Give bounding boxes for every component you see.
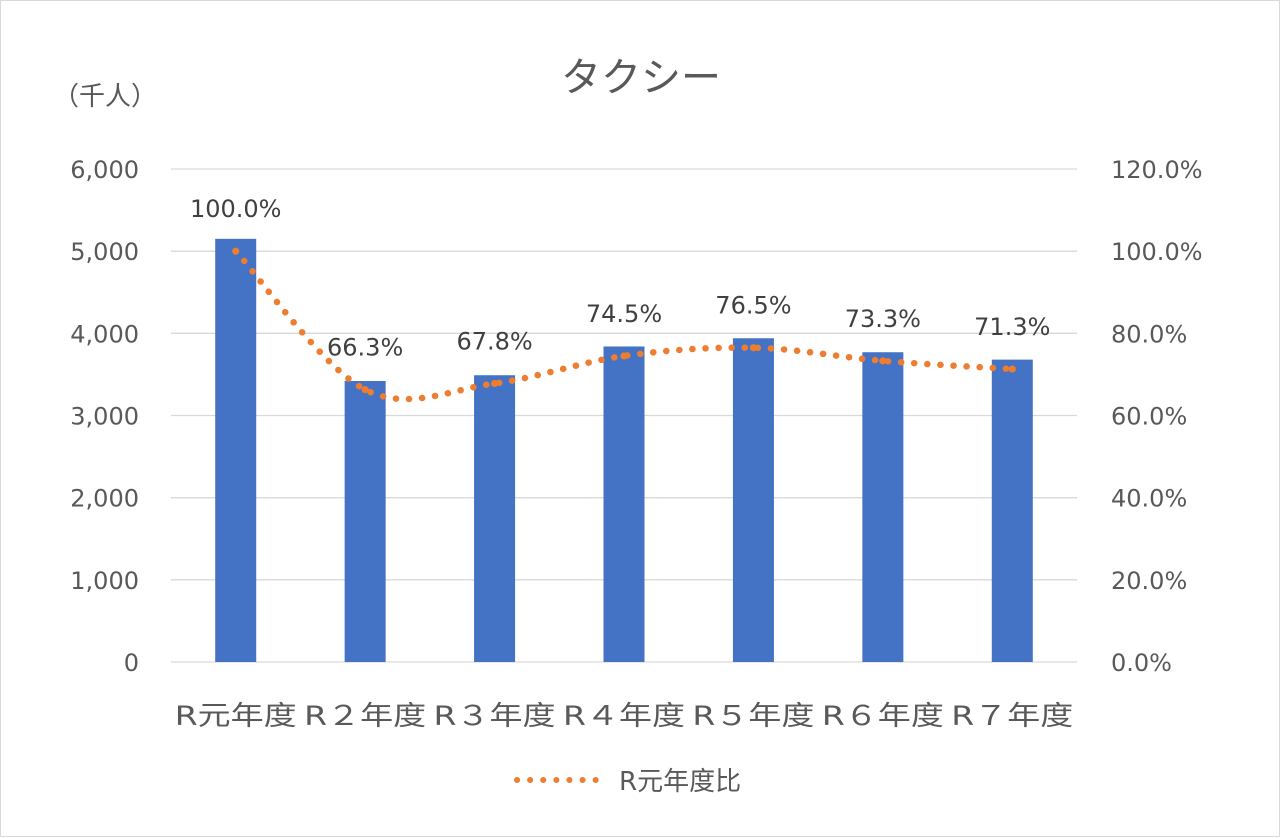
ratio-point	[232, 247, 240, 255]
legend-label: R元年度比	[619, 767, 741, 797]
ratio-point	[749, 344, 758, 352]
bar	[862, 352, 904, 662]
left-tick-label: 3,000	[70, 403, 139, 431]
bar	[991, 359, 1033, 662]
bar	[474, 375, 516, 662]
bar-series	[215, 238, 1033, 662]
category-label: R７年度	[951, 701, 1073, 732]
right-tick-label: 60.0%	[1111, 403, 1187, 431]
data-label: 74.5%	[586, 300, 662, 328]
y-axis-unit-label: （千人）	[53, 82, 157, 112]
left-tick-label: 6,000	[70, 156, 139, 184]
legend: R元年度比	[514, 767, 741, 797]
left-tick-label: 4,000	[70, 320, 139, 348]
right-axis-ticks: 0.0% 20.0% 40.0% 60.0% 80.0% 100.0% 120.0%	[1111, 156, 1203, 677]
right-tick-label: 0.0%	[1111, 649, 1172, 677]
bar	[603, 346, 645, 662]
left-axis-ticks: 0 1,000 2,000 3,000 4,000 5,000 6,000	[70, 156, 139, 677]
ratio-point	[361, 386, 369, 394]
bar	[215, 238, 257, 662]
bar	[344, 380, 386, 662]
left-tick-label: 0	[124, 649, 139, 677]
left-tick-label: 5,000	[70, 238, 139, 266]
category-labels: R元年度 R２年度 R３年度 R４年度 R５年度 R６年度 R７年度	[175, 701, 1074, 732]
bar	[732, 338, 774, 662]
ratio-line	[232, 247, 1016, 403]
data-label: 71.3%	[974, 313, 1050, 341]
right-tick-label: 100.0%	[1111, 238, 1203, 266]
ratio-point	[879, 357, 887, 365]
category-label: R５年度	[692, 701, 814, 732]
right-tick-label: 80.0%	[1111, 320, 1187, 348]
data-label: 76.5%	[715, 292, 791, 320]
data-label: 66.3%	[327, 334, 403, 362]
data-label: 73.3%	[845, 305, 921, 333]
left-tick-label: 1,000	[70, 567, 139, 595]
ratio-point	[1008, 365, 1016, 373]
data-label: 100.0%	[190, 195, 282, 223]
category-label: R２年度	[304, 701, 426, 732]
left-tick-label: 2,000	[70, 485, 139, 513]
category-label: R４年度	[563, 701, 685, 732]
right-tick-label: 120.0%	[1111, 156, 1203, 184]
ratio-point	[490, 379, 499, 388]
chart-title: タクシー	[561, 55, 721, 101]
right-tick-label: 40.0%	[1111, 485, 1187, 513]
ratio-point	[620, 352, 628, 360]
data-label: 67.8%	[456, 327, 532, 355]
category-label: R６年度	[822, 701, 944, 732]
category-label: R元年度	[175, 701, 297, 732]
category-label: R３年度	[434, 701, 556, 732]
ratio-line-series	[232, 247, 1016, 403]
data-labels: 100.0% 66.3% 67.8% 74.5% 76.5% 73.3% 71.3%	[190, 195, 1050, 361]
right-tick-label: 20.0%	[1111, 567, 1187, 595]
